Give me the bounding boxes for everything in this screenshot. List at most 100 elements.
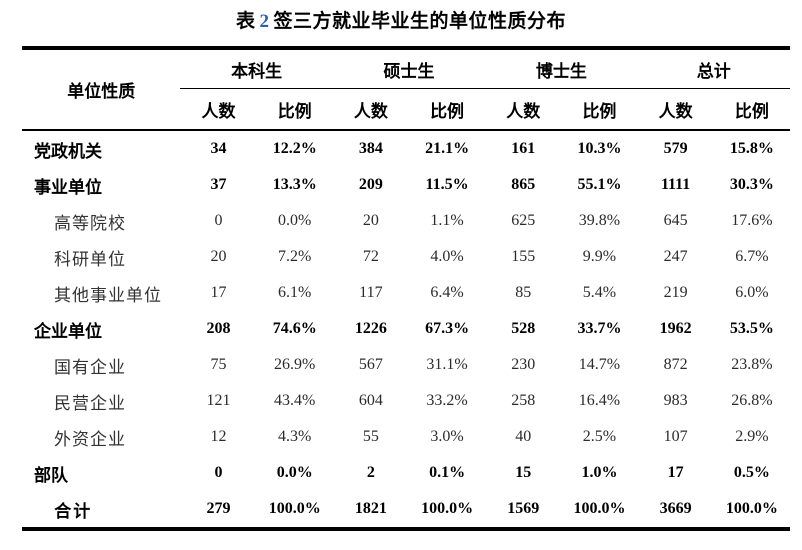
- cell: 14.7%: [578, 356, 621, 373]
- group-header-row: 单位性质 本科生 硕士生 博士生 总计: [22, 48, 790, 131]
- cell: 12: [210, 428, 227, 445]
- row-label: 其他事业单位: [54, 285, 162, 305]
- sub-header-row: 人数 比例 人数 比例 人数 比例 人数 比例: [22, 88, 790, 131]
- cell: 2: [366, 464, 375, 481]
- cell: 30.3%: [729, 176, 774, 193]
- table-title-number: 2: [259, 11, 270, 32]
- cell: 117: [359, 284, 383, 301]
- cell: 55: [362, 428, 379, 445]
- table-title-text: 签三方就业毕业生的单位性质分布: [273, 11, 567, 32]
- cell: 6.1%: [278, 284, 312, 301]
- cell: 528: [511, 320, 536, 337]
- column-header-unit-nature: 单位性质: [22, 48, 181, 131]
- row-label: 民营企业: [54, 393, 126, 413]
- cell: 31.1%: [426, 356, 468, 373]
- cell: 74.6%: [272, 320, 317, 337]
- table-row: 国有企业 75 26.9% 567 31.1% 230 14.7% 872 23…: [22, 347, 790, 383]
- cell: 23.8%: [731, 356, 773, 373]
- column-header-ratio: 比例: [256, 88, 333, 131]
- group-header-master: 硕士生: [332, 48, 486, 89]
- cell: 55.1%: [577, 176, 622, 193]
- table-row: 事业单位 37 13.3% 209 11.5% 865 55.1% 1111 3…: [22, 167, 790, 203]
- cell: 121: [206, 392, 231, 409]
- table-row: 部队 0 0.0% 2 0.1% 15 1.0% 17 0.5%: [22, 455, 790, 491]
- cell: 279: [206, 500, 231, 517]
- table-row: 民营企业 121 43.4% 604 33.2% 258 16.4% 983 2…: [22, 383, 790, 419]
- cell: 208: [206, 320, 231, 337]
- column-header-ratio: 比例: [713, 88, 790, 131]
- cell: 3669: [659, 500, 692, 517]
- row-label: 国有企业: [54, 357, 126, 377]
- cell: 155: [511, 248, 536, 265]
- cell: 15.8%: [729, 140, 774, 157]
- cell: 625: [511, 212, 536, 229]
- cell: 604: [358, 392, 383, 409]
- cell: 4.0%: [430, 248, 464, 265]
- cell: 12.2%: [272, 140, 317, 157]
- cell: 100.0%: [725, 500, 778, 517]
- cell: 53.5%: [729, 320, 774, 337]
- cell: 865: [511, 176, 536, 193]
- cell: 26.8%: [731, 392, 773, 409]
- cell: 20: [362, 212, 379, 229]
- table-row: 党政机关 34 12.2% 384 21.1% 161 10.3% 579 15…: [22, 130, 790, 167]
- cell: 107: [663, 428, 688, 445]
- column-header-count: 人数: [180, 88, 257, 131]
- cell: 3.0%: [430, 428, 464, 445]
- cell: 43.4%: [274, 392, 316, 409]
- cell: 72: [362, 248, 379, 265]
- cell: 75: [210, 356, 227, 373]
- cell: 33.2%: [426, 392, 468, 409]
- cell: 0.0%: [278, 212, 312, 229]
- cell: 219: [663, 284, 688, 301]
- group-header-doctor: 博士生: [485, 48, 638, 89]
- cell: 0.0%: [276, 464, 313, 481]
- cell: 872: [663, 356, 688, 373]
- column-header-ratio: 比例: [408, 88, 486, 131]
- cell: 15: [515, 464, 532, 481]
- cell: 1569: [507, 500, 540, 517]
- cell: 100.0%: [268, 500, 321, 517]
- cell: 39.8%: [578, 212, 621, 229]
- cell: 10.3%: [577, 140, 622, 157]
- group-header-undergraduate: 本科生: [180, 48, 333, 89]
- table-title-prefix: 表: [235, 11, 256, 32]
- cell: 258: [511, 392, 536, 409]
- row-label: 外资企业: [54, 429, 126, 449]
- cell: 17: [210, 284, 227, 301]
- cell: 37: [210, 176, 227, 193]
- cell: 247: [663, 248, 688, 265]
- row-label: 科研单位: [54, 249, 126, 269]
- table-row: 科研单位 20 7.2% 72 4.0% 155 9.9% 247 6.7%: [22, 239, 790, 275]
- cell: 1962: [659, 320, 692, 337]
- cell: 1111: [660, 176, 691, 193]
- cell: 983: [663, 392, 688, 409]
- cell: 579: [663, 140, 688, 157]
- group-header-total: 总计: [637, 48, 790, 89]
- cell: 0: [214, 464, 223, 481]
- cell: 6.4%: [430, 284, 464, 301]
- cell: 100.0%: [421, 500, 474, 517]
- cell: 1.0%: [581, 464, 618, 481]
- table-row: 企业单位 208 74.6% 1226 67.3% 528 33.7% 1962…: [22, 311, 790, 347]
- row-label: 合计: [54, 501, 93, 521]
- row-label: 高等院校: [54, 213, 126, 233]
- cell: 0.1%: [429, 464, 466, 481]
- unit-nature-distribution-table: 单位性质 本科生 硕士生 博士生 总计 人数 比例 人数 比例 人数 比例 人数…: [22, 46, 790, 531]
- row-label: 党政机关: [34, 141, 102, 161]
- cell: 1226: [354, 320, 387, 337]
- row-label: 事业单位: [34, 177, 102, 197]
- cell: 5.4%: [582, 284, 617, 301]
- table-title: 表 2 签三方就业毕业生的单位性质分布: [0, 6, 802, 33]
- cell: 2.9%: [735, 428, 769, 445]
- cell: 0.5%: [733, 464, 770, 481]
- table-row: 高等院校 0 0.0% 20 1.1% 625 39.8% 645 17.6%: [22, 203, 790, 239]
- cell: 230: [511, 356, 536, 373]
- cell: 1.1%: [430, 212, 464, 229]
- cell: 6.7%: [735, 248, 769, 265]
- column-header-count: 人数: [637, 88, 714, 131]
- row-label: 部队: [34, 465, 68, 485]
- cell: 17: [667, 464, 684, 481]
- cell: 67.3%: [425, 320, 470, 337]
